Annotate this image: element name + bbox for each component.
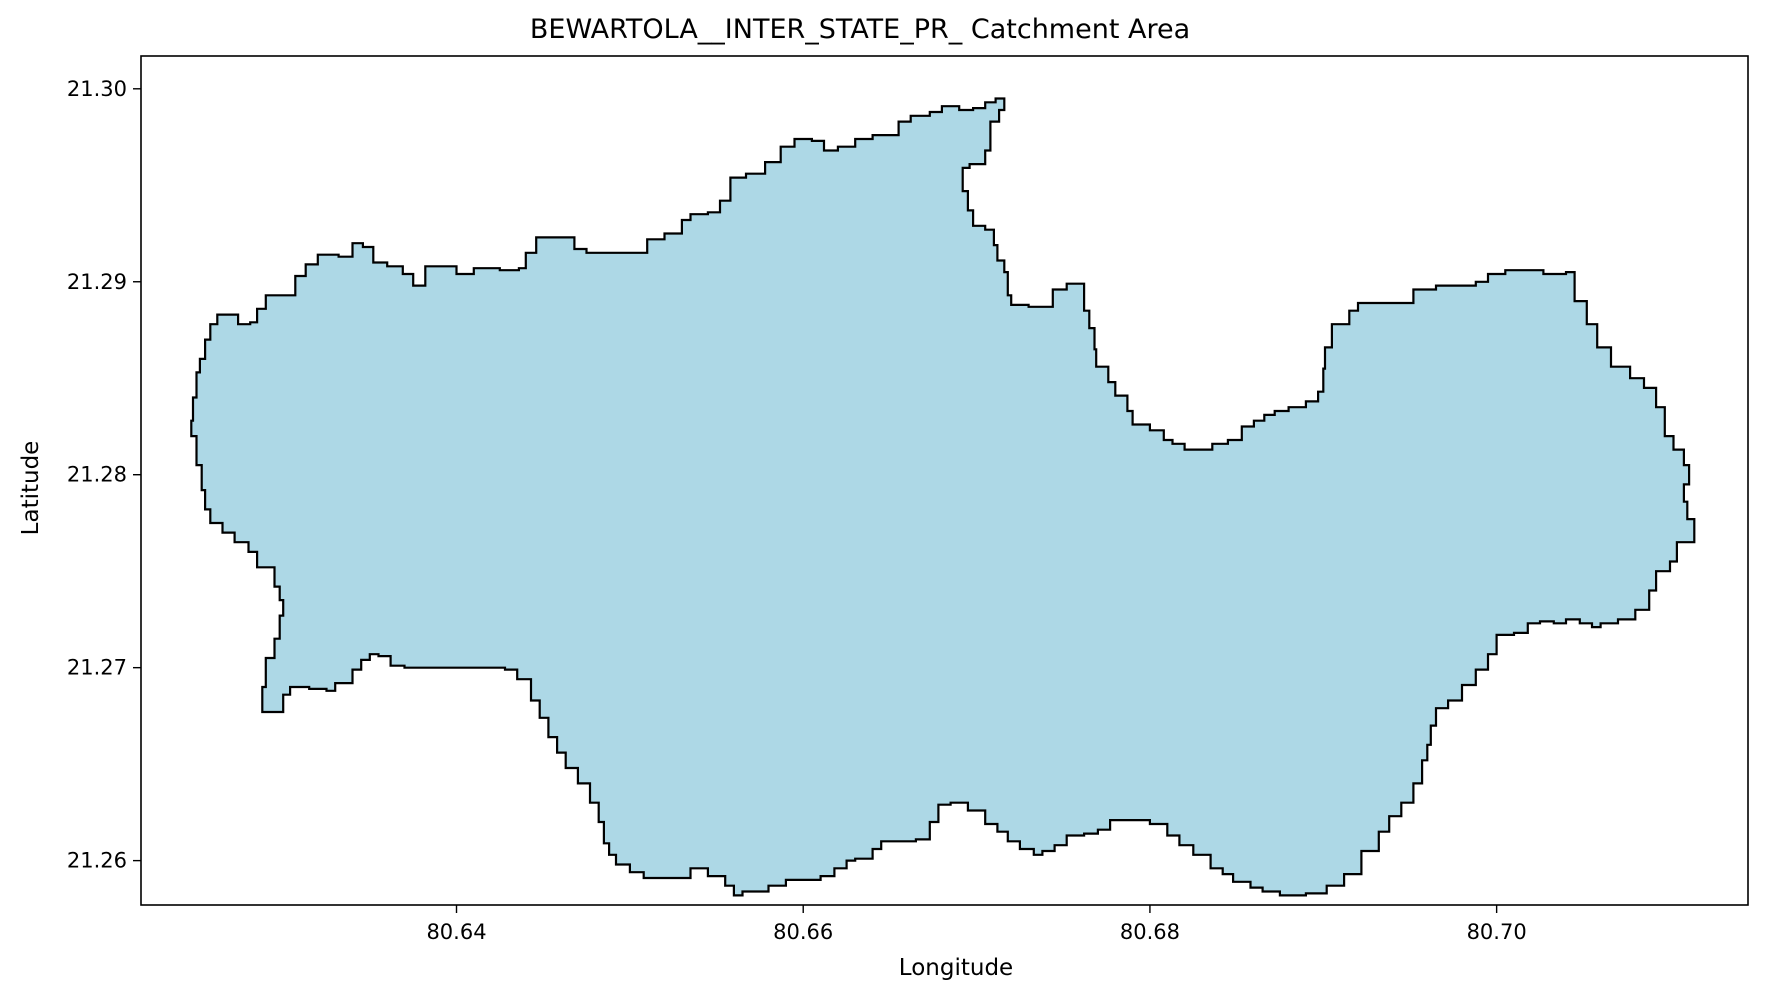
chart-title: BEWARTOLA__INTER_STATE_PR_ Catchment Are… (530, 14, 1190, 45)
x-tick-label: 80.66 (773, 920, 833, 944)
x-tick-label: 80.64 (426, 920, 486, 944)
x-axis-label: Longitude (899, 955, 1013, 981)
axes-frame (140, 55, 1749, 906)
y-tick-label: 21.29 (67, 270, 127, 294)
y-tick-label: 21.28 (67, 463, 127, 487)
x-tick-label: 80.70 (1467, 920, 1527, 944)
plot-area (140, 55, 1749, 906)
y-tick-label: 21.27 (67, 656, 127, 680)
y-axis-label: Latitude (18, 441, 44, 536)
y-tick-label: 21.30 (67, 77, 127, 101)
x-axis-ticks: 80.64 80.66 80.68 80.70 (426, 905, 1527, 944)
x-tick-label: 80.68 (1120, 920, 1180, 944)
y-axis-ticks: 21.26 21.27 21.28 21.29 21.30 (67, 77, 141, 873)
y-tick-label: 21.26 (67, 849, 127, 873)
catchment-area-polygon (190, 97, 1696, 897)
